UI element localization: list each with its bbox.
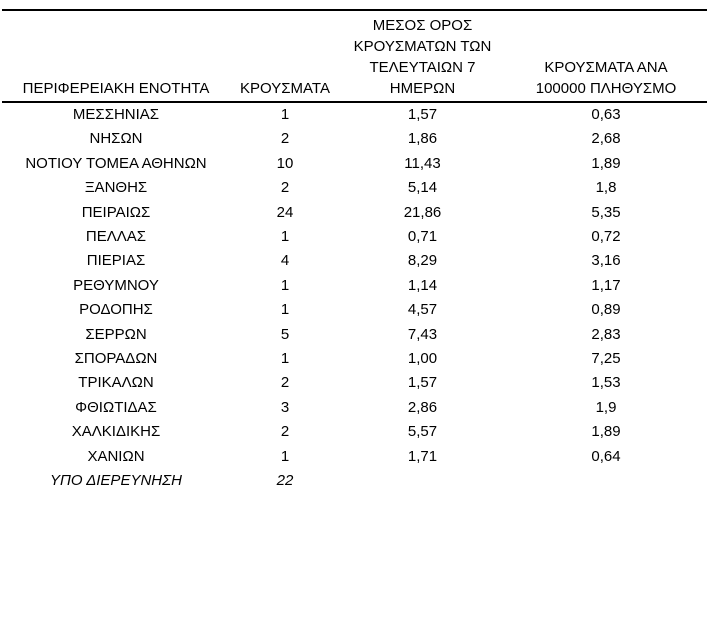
region-column-header: ΠΕΡΙΦΕΡΕΙΑΚΗ ΕΝΟΤΗΤΑ: [2, 10, 230, 102]
per100k-cell: 1,89: [591, 423, 621, 441]
per100k-cell: 0,72: [591, 228, 621, 246]
header-line: ΗΜΕΡΩΝ: [389, 80, 456, 97]
avg7-cell: 1,57: [407, 374, 438, 392]
avg7-cell: 2,86: [407, 398, 438, 416]
avg7-cell: 1,57: [407, 106, 438, 123]
table-row: ΣΠΟΡΑΔΩΝ 1 1,00 7,25: [2, 347, 707, 371]
region-cell: ΦΘΙΩΤΙΔΑΣ: [75, 398, 157, 416]
region-cell: ΥΠΟ ΔΙΕΡΕΥΝΗΣΗ: [50, 472, 182, 490]
table-row: ΡΟΔΟΠΗΣ 1 4,57 0,89: [2, 298, 707, 322]
cases-cell: 1: [280, 447, 290, 465]
per100k-cell: 0,89: [591, 301, 621, 319]
cases-cell: 1: [280, 228, 290, 246]
header-line: ΚΡΟΥΣΜΑΤΑ: [240, 80, 330, 97]
header-line: 100000 ΠΛΗΘΥΣΜΟ: [535, 80, 677, 97]
per100k-cell: 0,63: [591, 106, 621, 123]
per100k-cell: 1,8: [595, 179, 617, 197]
table-row: ΠΕΛΛΑΣ 1 0,71 0,72: [2, 225, 707, 249]
cases-cell: 3: [280, 398, 290, 416]
region-cell: ΝΗΣΩΝ: [89, 130, 143, 148]
per100k-cell: 1,89: [591, 154, 621, 172]
avg7-cell: 7,43: [407, 325, 438, 343]
table-row: ΝΗΣΩΝ 2 1,86 2,68: [2, 127, 707, 151]
table-row: ΝΟΤΙΟΥ ΤΟΜΕΑ ΑΘΗΝΩΝ 10 11,43 1,89: [2, 152, 707, 176]
cases-cell: 2: [280, 374, 290, 392]
region-cell: ΧΑΝΙΩΝ: [87, 447, 145, 465]
cases-cell: 10: [276, 154, 294, 172]
cases-cell: 1: [280, 276, 290, 294]
per100k-cell: 2,83: [591, 325, 621, 343]
cases-cell: 4: [280, 252, 290, 270]
table-row: ΠΕΙΡΑΙΩΣ 24 21,86 5,35: [2, 201, 707, 225]
region-cell: ΧΑΛΚΙΔΙΚΗΣ: [71, 423, 161, 441]
avg7-cell: 1,71: [407, 447, 438, 465]
table-row: ΡΕΘΥΜΝΟΥ 1 1,14 1,17: [2, 274, 707, 298]
table-row: ΤΡΙΚΑΛΩΝ 2 1,57 1,53: [2, 371, 707, 395]
cases-column-header: ΚΡΟΥΣΜΑΤΑ: [230, 10, 340, 102]
avg7-cell: 1,86: [407, 130, 438, 148]
per100k-column-header: ΚΡΟΥΣΜΑΤΑ ΑΝΑ 100000 ΠΛΗΘΥΣΜΟ: [505, 10, 707, 102]
region-cell: ΞΑΝΘΗΣ: [84, 179, 148, 197]
table-header: ΠΕΡΙΦΕΡΕΙΑΚΗ ΕΝΟΤΗΤΑ ΚΡΟΥΣΜΑΤΑ ΜΕΣΟΣ ΟΡΟ…: [2, 10, 707, 102]
avg7-cell: 8,29: [407, 252, 438, 270]
table-body: ΜΕΣΣΗΝΙΑΣ 1 1,57 0,63 ΝΗΣΩΝ 2 1,86 2,68 ΝΟΤΙΟΥ Τ…: [2, 102, 707, 494]
region-cell: ΝΟΤΙΟΥ ΤΟΜΕΑ ΑΘΗΝΩΝ: [25, 154, 207, 172]
per100k-cell: [505, 469, 707, 493]
table-row: ΠΙΕΡΙΑΣ 4 8,29 3,16: [2, 249, 707, 273]
region-cell: ΣΠΟΡΑΔΩΝ: [74, 350, 158, 368]
avg7-cell: 1,14: [407, 276, 438, 294]
cases-cell: 2: [280, 179, 290, 197]
header-line: ΚΡΟΥΣΜΑΤΩΝ ΤΩΝ: [353, 38, 492, 55]
table-row: ΧΑΝΙΩΝ 1 1,71 0,64: [2, 445, 707, 469]
per100k-cell: 0,64: [591, 447, 621, 465]
region-cell: ΡΟΔΟΠΗΣ: [79, 301, 153, 319]
table-row: ΥΠΟ ΔΙΕΡΕΥΝΗΣΗ 22: [2, 469, 707, 493]
per100k-cell: 2,68: [591, 130, 621, 148]
avg7-cell: 4,57: [407, 301, 438, 319]
cases-cell: 22: [276, 472, 294, 490]
per100k-cell: 1,53: [591, 374, 621, 392]
region-cell: ΠΙΕΡΙΑΣ: [86, 252, 146, 270]
avg7-cell: 1,00: [407, 350, 438, 368]
per100k-cell: 7,25: [591, 350, 621, 368]
avg7-cell: [340, 469, 505, 493]
region-cell: ΡΕΘΥΜΝΟΥ: [73, 276, 159, 294]
region-cell: ΣΕΡΡΩΝ: [85, 325, 147, 343]
cases-cell: 24: [276, 203, 294, 221]
cases-table: ΠΕΡΙΦΕΡΕΙΑΚΗ ΕΝΟΤΗΤΑ ΚΡΟΥΣΜΑΤΑ ΜΕΣΟΣ ΟΡΟ…: [2, 9, 707, 494]
region-cell: ΠΕΛΛΑΣ: [85, 228, 147, 246]
avg7-cell: 0,71: [407, 228, 438, 246]
cases-cell: 5: [280, 325, 290, 343]
per100k-cell: 1,17: [591, 276, 621, 294]
cases-cell: 2: [280, 423, 290, 441]
avg7-cell: 21,86: [403, 203, 442, 221]
avg7-column-header: ΜΕΣΟΣ ΟΡΟΣ ΚΡΟΥΣΜΑΤΩΝ ΤΩΝ ΤΕΛΕΥΤΑΙΩΝ 7 Η…: [340, 10, 505, 102]
table-row: ΦΘΙΩΤΙΔΑΣ 3 2,86 1,9: [2, 396, 707, 420]
avg7-cell: 11,43: [404, 154, 441, 172]
region-cell: ΜΕΣΣΗΝΙΑΣ: [72, 106, 160, 123]
table-row: ΣΕΡΡΩΝ 5 7,43 2,83: [2, 323, 707, 347]
avg7-cell: 5,14: [407, 179, 438, 197]
avg7-cell: 5,57: [407, 423, 438, 441]
cases-cell: 1: [280, 106, 290, 123]
table-row: ΞΑΝΘΗΣ 2 5,14 1,8: [2, 176, 707, 200]
cases-cell: 1: [280, 350, 290, 368]
table-row: ΜΕΣΣΗΝΙΑΣ 1 1,57 0,63: [2, 102, 707, 127]
table-row: ΧΑΛΚΙΔΙΚΗΣ 2 5,57 1,89: [2, 420, 707, 444]
per100k-cell: 5,35: [591, 203, 621, 221]
region-cell: ΤΡΙΚΑΛΩΝ: [78, 374, 154, 392]
per100k-cell: 1,9: [595, 398, 617, 416]
header-row: ΠΕΡΙΦΕΡΕΙΑΚΗ ΕΝΟΤΗΤΑ ΚΡΟΥΣΜΑΤΑ ΜΕΣΟΣ ΟΡΟ…: [2, 10, 707, 102]
region-cell: ΠΕΙΡΑΙΩΣ: [81, 203, 151, 221]
header-line: ΚΡΟΥΣΜΑΤΑ ΑΝΑ: [544, 59, 668, 76]
header-line: ΤΕΛΕΥΤΑΙΩΝ 7: [369, 59, 476, 76]
per100k-cell: 3,16: [591, 252, 621, 270]
header-line: ΠΕΡΙΦΕΡΕΙΑΚΗ ΕΝΟΤΗΤΑ: [22, 80, 210, 97]
cases-cell: 2: [280, 130, 290, 148]
cases-cell: 1: [280, 301, 290, 319]
header-line: ΜΕΣΟΣ ΟΡΟΣ: [372, 17, 473, 34]
